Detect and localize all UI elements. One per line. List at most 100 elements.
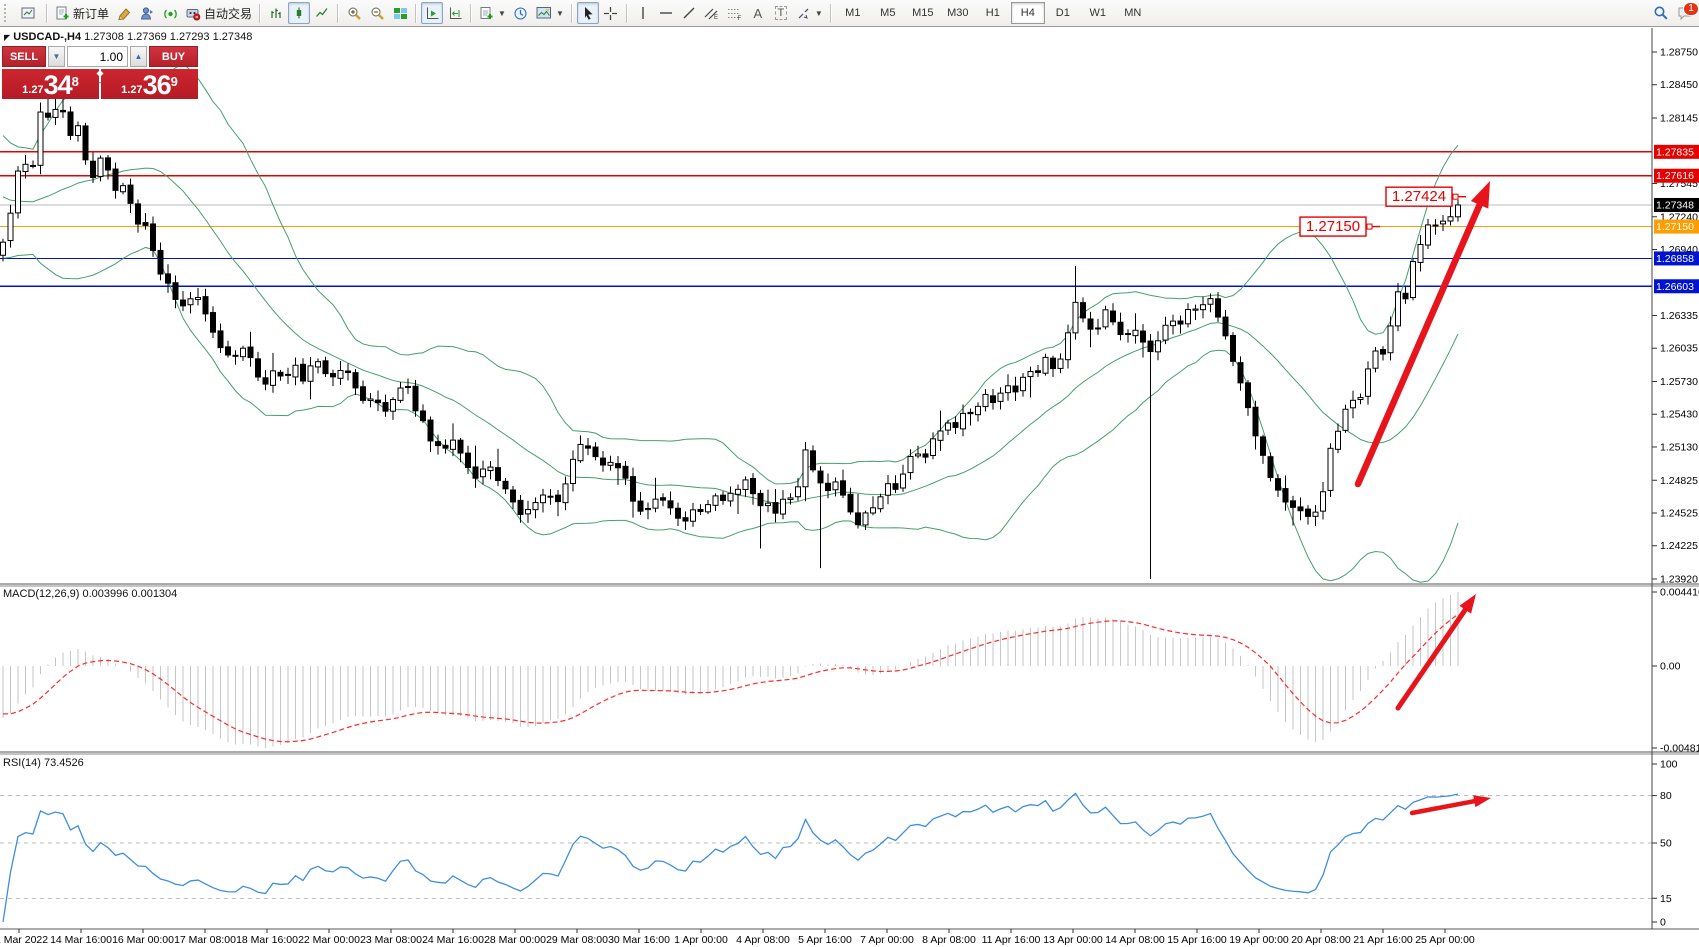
price-tick: 1.26335 <box>1660 310 1698 322</box>
svg-text:-0.004818: -0.004818 <box>1660 743 1699 755</box>
time-label: 19 Apr 00:00 <box>1229 934 1289 946</box>
sell-price-tile[interactable]: 1.27 34 8 <box>2 69 99 99</box>
period-clock-button[interactable] <box>510 2 532 24</box>
timeframe-m1[interactable]: M1 <box>845 7 861 19</box>
time-label: 11 Mar 2022 <box>0 934 48 946</box>
sell-price-sup: 8 <box>71 74 79 89</box>
new-order-button[interactable]: 新订单 <box>52 2 112 24</box>
crosshair-tool-button[interactable] <box>600 2 622 24</box>
price-annotation <box>1385 186 1466 207</box>
price-tick: 1.28450 <box>1660 79 1698 91</box>
ohlc-open: 1.27308 <box>84 31 124 43</box>
time-label: 15 Apr 16:00 <box>1167 934 1227 946</box>
price-chart[interactable]: 1.287501.284501.281451.275451.272401.269… <box>0 27 1699 947</box>
ohlc-close: 1.27348 <box>212 31 253 43</box>
fibonacci-tool-button[interactable]: F <box>724 2 746 24</box>
timeframe-mn[interactable]: MN <box>1124 7 1142 19</box>
separator <box>415 3 418 23</box>
buy-price-tile[interactable]: 1.27 36 9 <box>101 69 198 99</box>
auto-scroll-button[interactable] <box>421 2 444 24</box>
separator <box>46 3 48 23</box>
bar-chart-button[interactable] <box>265 2 287 24</box>
svg-text:E: E <box>714 15 718 21</box>
line-chart-button[interactable] <box>311 2 333 24</box>
webinar-radar-icon[interactable] <box>159 2 181 24</box>
annotation-text: 1.27424 <box>1392 188 1446 205</box>
svg-text:0.004416: 0.004416 <box>1660 587 1699 599</box>
cursor-tool-button[interactable] <box>576 2 599 24</box>
time-label: 5 Apr 16:00 <box>798 934 852 946</box>
notifications-button[interactable]: 1 <box>1673 2 1699 24</box>
label-tool-button[interactable]: T <box>770 2 792 24</box>
candlestick-chart-button[interactable] <box>288 2 311 24</box>
time-label: 8 Apr 08:00 <box>922 934 976 946</box>
chart-title: ◤ USDCAD-,H4 1.27308 1.27369 1.27293 1.2… <box>4 31 252 43</box>
trendline-tool-button[interactable] <box>678 2 700 24</box>
time-label: 14 Apr 08:00 <box>1105 934 1165 946</box>
svg-text:1.27835: 1.27835 <box>1656 146 1694 158</box>
buy-price-prefix: 1.27 <box>121 84 143 96</box>
time-label: 25 Apr 00:00 <box>1415 934 1475 946</box>
svg-text:50: 50 <box>1660 838 1672 850</box>
macd-label: MACD(12,26,9) 0.003996 0.001304 <box>3 588 178 600</box>
search-icon[interactable] <box>1650 2 1672 24</box>
notification-badge: 1 <box>1683 2 1699 16</box>
svg-text:1.26603: 1.26603 <box>1656 281 1694 293</box>
timeframe-w1[interactable]: W1 <box>1089 7 1107 19</box>
autotrade-button[interactable]: 自动交易 <box>182 2 255 24</box>
template-image-button[interactable]: ▼ <box>533 2 567 24</box>
price-tick: 1.24825 <box>1660 475 1698 487</box>
volume-input[interactable]: 1.00 <box>67 46 128 67</box>
svg-text:1.27616: 1.27616 <box>1656 170 1694 182</box>
horizontal-line-tool-button[interactable] <box>655 2 677 24</box>
timeframe-m5[interactable]: M5 <box>880 7 896 19</box>
one-click-trading-panel: SELL ▼ 1.00 ▲ BUY 1.27 34 8 1.27 36 9 <box>2 46 198 99</box>
equidistant-channel-tool-button[interactable]: E <box>701 2 723 24</box>
text-tool-glyph: A <box>753 5 763 21</box>
new-chart-button[interactable]: ▼ <box>476 2 509 24</box>
time-label: 30 Mar 16:00 <box>608 934 670 946</box>
price-badge <box>1654 279 1699 294</box>
separator <box>470 3 473 23</box>
volume-decrease-button[interactable]: ▼ <box>48 46 65 67</box>
price-badge <box>1654 144 1699 159</box>
time-label: 29 Mar 08:00 <box>546 934 608 946</box>
time-label: 7 Apr 00:00 <box>860 934 914 946</box>
autotrade-label: 自动交易 <box>204 6 253 21</box>
zoom-in-button[interactable] <box>343 2 365 24</box>
price-tick: 1.28750 <box>1660 47 1698 59</box>
timeframe-m15[interactable]: M15 <box>912 7 934 19</box>
zoom-out-button[interactable] <box>366 2 388 24</box>
time-label: 17 Mar 08:00 <box>174 934 236 946</box>
price-tick: 1.25730 <box>1660 376 1698 388</box>
vertical-line-tool-button[interactable] <box>632 2 654 24</box>
svg-text:0: 0 <box>1660 917 1666 929</box>
timeframe-m30[interactable]: M30 <box>947 7 969 19</box>
timeframe-h4[interactable]: H4 <box>1010 2 1045 24</box>
time-label: 21 Apr 16:00 <box>1353 934 1413 946</box>
timeframe-h1[interactable]: H1 <box>985 7 1000 19</box>
buy-button[interactable]: BUY <box>149 46 198 67</box>
shapes-tool-button[interactable]: ▼ <box>793 2 826 24</box>
svg-text:100: 100 <box>1660 759 1678 771</box>
price-tick: 1.23920 <box>1660 574 1698 586</box>
sell-button[interactable]: SELL <box>2 46 46 67</box>
time-label: 1 Apr 00:00 <box>674 934 728 946</box>
time-label: 22 Mar 00:00 <box>298 934 360 946</box>
tile-windows-button[interactable] <box>389 2 411 24</box>
price-tick: 1.26035 <box>1660 343 1698 355</box>
symbol-marker-icon: ◤ <box>4 33 11 42</box>
text-tool-button[interactable]: A <box>747 2 769 24</box>
chart-window-icon[interactable] <box>14 1 42 25</box>
timeframe-d1[interactable]: D1 <box>1055 7 1070 19</box>
price-badge <box>1654 197 1699 212</box>
buy-price-sup: 9 <box>170 74 178 89</box>
toolbar-drag-handle[interactable] <box>4 4 11 22</box>
svg-text:80: 80 <box>1660 790 1672 802</box>
volume-increase-button[interactable]: ▲ <box>130 46 147 67</box>
price-annotation <box>1299 216 1380 237</box>
market-watch-user-icon[interactable] <box>136 2 158 24</box>
highlighter-icon[interactable] <box>113 2 135 24</box>
chart-shift-button[interactable] <box>444 2 466 24</box>
price-tick: 1.25430 <box>1660 409 1698 421</box>
